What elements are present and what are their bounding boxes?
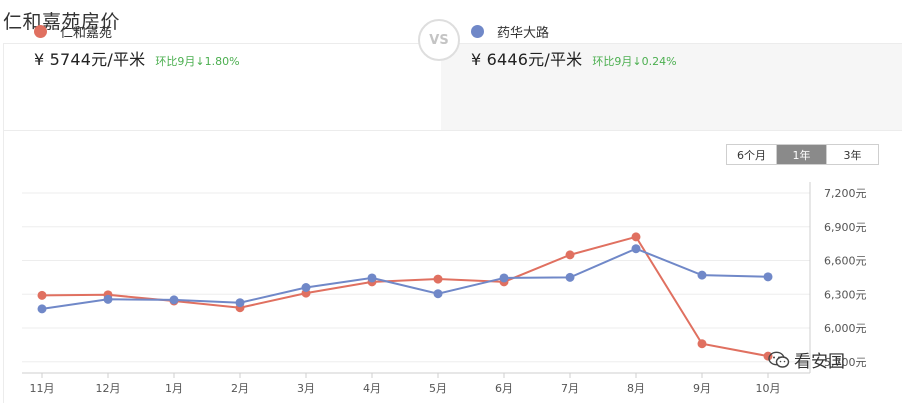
data-point	[763, 272, 773, 282]
x-tick-label: 12月	[96, 382, 121, 395]
location-left-name: 仁和嘉苑	[60, 25, 113, 41]
x-tick-label: 10月	[756, 382, 781, 395]
series-line-1	[41, 247, 769, 310]
data-point	[37, 304, 47, 314]
x-tick-label: 8月	[627, 382, 645, 395]
data-point	[301, 283, 311, 292]
x-tick-label: 1月	[165, 382, 183, 395]
data-point	[37, 290, 47, 300]
location-left-price: ¥ 5744元/平米	[34, 50, 146, 69]
data-point	[631, 232, 641, 242]
location-right-price: ¥ 6446元/平米	[471, 50, 583, 69]
data-point	[235, 298, 245, 308]
location-right: 药华大路 ¥ 6446元/平米 环比9月↓0.24%	[471, 21, 677, 70]
y-tick-label: 5,700元	[824, 356, 867, 369]
y-tick-label: 6,600元	[824, 255, 867, 268]
tab-1-year[interactable]: 1年	[777, 145, 827, 164]
x-tick-label: 9月	[693, 382, 711, 395]
legend-dot-right	[471, 24, 484, 38]
location-left-change: 环比9月↓1.80%	[155, 55, 240, 68]
x-tick-label: 7月	[561, 382, 579, 395]
y-tick-label: 6,300元	[824, 288, 867, 301]
vs-badge: VS	[418, 19, 460, 61]
location-right-name: 药华大路	[497, 25, 550, 41]
comparison-card	[3, 43, 902, 131]
location-left: 仁和嘉苑 ¥ 5744元/平米 环比9月↓1.80%	[34, 21, 240, 70]
range-tabs: 6个月 1年 3年	[726, 144, 879, 165]
data-point	[169, 295, 179, 305]
chart-area	[3, 131, 902, 403]
y-tick-label: 6,900元	[824, 221, 867, 234]
comparison-right-panel	[441, 44, 902, 130]
x-tick-label: 4月	[363, 382, 381, 395]
location-right-change: 环比9月↓0.24%	[592, 55, 677, 68]
watermark-text: 看安国	[794, 352, 845, 372]
data-point	[103, 294, 113, 304]
tab-3-years[interactable]: 3年	[843, 148, 862, 162]
page-title: 仁和嘉苑房价	[3, 11, 121, 33]
x-tick-label: 2月	[231, 382, 249, 395]
data-point	[631, 244, 641, 254]
data-point	[499, 273, 509, 283]
x-tick-label: 5月	[429, 382, 447, 395]
data-point	[565, 272, 575, 282]
data-point	[433, 289, 443, 299]
wechat-icon	[768, 351, 790, 368]
data-point	[367, 273, 377, 283]
x-tick-label: 6月	[495, 382, 513, 395]
data-point	[697, 339, 707, 349]
data-point	[697, 270, 707, 280]
x-tick-label: 11月	[30, 382, 55, 395]
watermark: 看安国	[768, 347, 845, 372]
series-line-0	[41, 235, 769, 358]
data-point	[565, 250, 575, 260]
x-tick-label: 3月	[297, 382, 315, 395]
data-point	[433, 274, 443, 284]
y-tick-label: 6,000元	[824, 322, 867, 335]
y-tick-label: 7,200元	[824, 187, 867, 200]
tab-6-months[interactable]: 6个月	[727, 145, 777, 164]
legend-dot-left	[34, 24, 47, 38]
